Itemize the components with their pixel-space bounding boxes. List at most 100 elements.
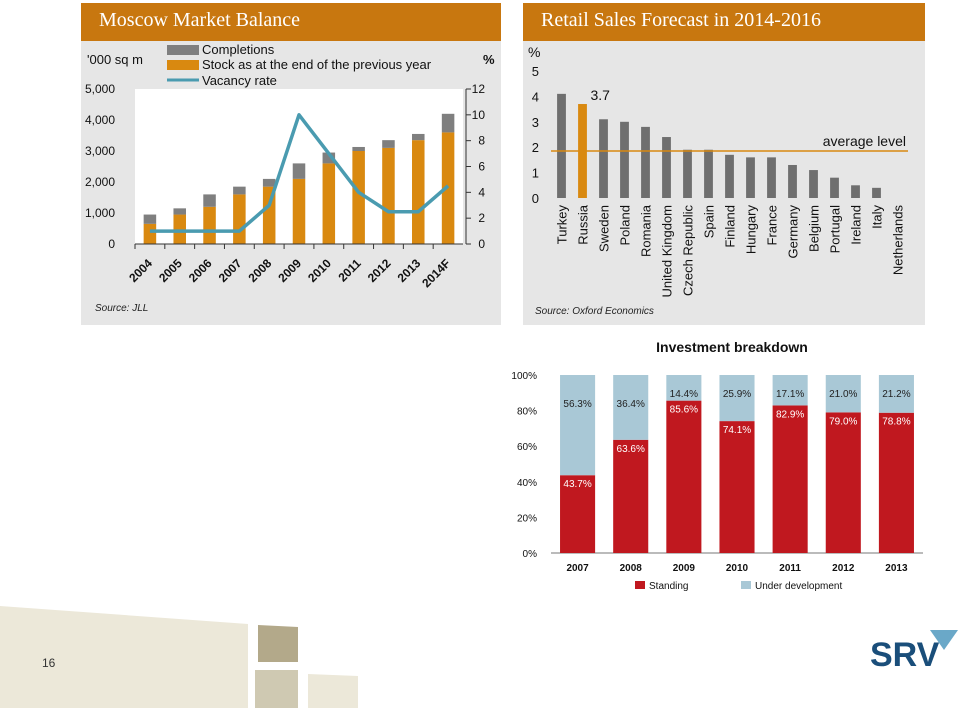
y-tick-label: 1: [532, 166, 539, 181]
y-tick-label: 2,000: [85, 175, 115, 189]
data-label-standing: 43.7%: [563, 479, 591, 490]
moscow-market-balance-panel: Moscow Market Balance '000 sq m % Comple…: [81, 3, 501, 325]
x-tick-label: 2004: [126, 256, 155, 285]
y-tick-label: 3,000: [85, 144, 115, 158]
y2-tick-label: 0: [478, 237, 485, 251]
data-label-standing: 78.8%: [882, 417, 910, 428]
x-tick-label: 2007: [566, 563, 589, 574]
source-note: Source: Oxford Economics: [535, 306, 654, 317]
y-tick-label: 5,000: [85, 82, 115, 96]
bar-completions: [143, 214, 157, 224]
bar-stock: [143, 223, 157, 244]
chart-title: Retail Sales Forecast in 2014-2016: [541, 9, 821, 31]
x-tick-label: 2012: [832, 563, 855, 574]
y-tick-label: 4: [532, 89, 539, 104]
bar-completions: [322, 152, 336, 164]
x-tick-label: 2010: [726, 563, 749, 574]
y-tick-label: 5: [532, 64, 539, 79]
bar: [746, 157, 755, 198]
y2-tick-label: 6: [478, 160, 485, 174]
legend-label-vacancy: Vacancy rate: [202, 73, 277, 88]
logo-text: SRV: [870, 636, 940, 672]
y-tick-label: 40%: [517, 478, 537, 489]
legend: Standing Under development: [635, 581, 842, 592]
data-label-standing: 74.1%: [723, 425, 751, 436]
bar: [851, 185, 860, 198]
y-tick-label: 4,000: [85, 113, 115, 127]
bar-completions: [412, 133, 425, 141]
bar-stock: [203, 206, 216, 244]
bar-completions: [262, 178, 276, 187]
retail-sales-forecast-panel: Retail Sales Forecast in 2014-2016 % Sou…: [523, 3, 925, 325]
x-tick-label: Ireland: [849, 205, 864, 245]
footer-shape: [255, 670, 298, 708]
bar-under-development: [719, 375, 755, 422]
data-label-standing: 85.6%: [670, 405, 698, 416]
investment-breakdown-chart: Investment breakdown Standing Under deve…: [511, 339, 923, 592]
data-label-under-development: 25.9%: [723, 389, 751, 400]
legend-label-stock: Stock as at the end of the previous year: [202, 57, 432, 72]
retail-sales-forecast-chart: % Source: Oxford Economics 0 1 2 3 4 5 Turkey R…: [528, 44, 908, 317]
bar-stock: [352, 151, 365, 244]
x-tick-label: Hungary: [744, 205, 759, 255]
y2-tick-label: 10: [472, 108, 486, 122]
x-tick-label: Finland: [723, 205, 738, 248]
bar-under-development: [666, 375, 702, 401]
legend-swatch-standing: [635, 581, 645, 589]
x-tick-label: 2007: [216, 256, 245, 285]
bar-completions: [173, 208, 186, 215]
footer-decoration: [0, 606, 358, 708]
y-tick-label: 60%: [517, 442, 537, 453]
srv-logo: SRV: [870, 630, 958, 672]
y-tick-label: 2: [532, 140, 539, 155]
x-tick-label: 2008: [246, 256, 275, 285]
russia-value-label: 3.7: [591, 87, 611, 103]
y-tick-label: 80%: [517, 407, 537, 418]
y-axis-label: %: [528, 44, 540, 60]
chart-title: Moscow Market Balance: [99, 9, 301, 31]
bar: [641, 126, 650, 198]
bar-standing: [719, 421, 755, 553]
bar-completions: [233, 186, 246, 195]
y2-tick-label: 8: [478, 134, 485, 148]
x-tick-label: 2009: [275, 256, 304, 285]
legend-swatch-completions: [167, 45, 199, 55]
bar-under-development: [772, 375, 808, 406]
data-label-under-development: 14.4%: [670, 389, 698, 400]
bar-completions: [382, 140, 395, 148]
bar: [704, 149, 713, 198]
x-tick-label: Belgium: [807, 205, 822, 252]
bar-standing: [613, 439, 649, 553]
x-tick-label: 2009: [673, 563, 696, 574]
x-tick-label: 2011: [779, 563, 801, 574]
bar-stock: [382, 147, 395, 244]
x-tick-label: 2006: [186, 256, 215, 285]
x-tick-label: Czech Republic: [681, 205, 696, 297]
logo-mark: [930, 630, 958, 650]
y-tick-label: 100%: [511, 371, 537, 382]
bar: [767, 157, 776, 198]
bar-stock: [233, 194, 246, 244]
x-tick-label: Germany: [786, 205, 801, 259]
x-tick-label: 2014F: [419, 256, 453, 290]
x-tick-label: 2011: [335, 256, 364, 285]
x-tick-label: Romania: [639, 204, 654, 257]
bar-stock: [441, 132, 455, 244]
bar-completions: [292, 163, 306, 179]
x-tick-label: Poland: [618, 205, 633, 245]
bar-standing: [560, 475, 596, 553]
x-tick-label: France: [765, 205, 780, 245]
moscow-market-balance-chart: '000 sq m % Completions Stock as at the …: [85, 42, 495, 314]
y-tick-label: 1,000: [85, 206, 115, 220]
y2-axis-label: %: [483, 52, 495, 67]
bar-completions: [352, 146, 365, 151]
y-tick-label: 0%: [523, 549, 538, 560]
legend-label-standing: Standing: [649, 581, 688, 592]
x-tick-label: Sweden: [597, 205, 612, 252]
y-axis-label: '000 sq m: [87, 52, 143, 67]
bar-stock: [173, 214, 186, 244]
data-label-under-development: 21.2%: [882, 389, 910, 400]
data-label-standing: 63.6%: [617, 444, 645, 455]
x-tick-label: United Kingdom: [660, 205, 675, 298]
